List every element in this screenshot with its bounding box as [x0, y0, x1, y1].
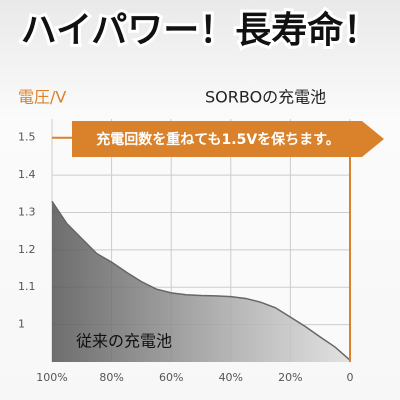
x-tick-label: 80% — [99, 371, 123, 384]
y-axis-label: 電圧/V — [18, 88, 66, 107]
arrow — [72, 121, 384, 157]
y-tick-label: 1.4 — [18, 168, 36, 181]
y-tick-label: 1.2 — [18, 243, 36, 256]
y-tick-label: 1.3 — [18, 205, 36, 218]
x-tick-label: 20% — [278, 371, 302, 384]
x-tick-label: 100% — [36, 371, 67, 384]
legend-label: SORBOの充電池 — [205, 88, 326, 107]
area — [52, 201, 350, 362]
chart-title: ハイパワー！長寿命！ — [21, 9, 380, 51]
y-tick-label: 1.1 — [18, 280, 36, 293]
y-tick-label: 1 — [18, 318, 25, 331]
legend-label: 従来の充電池 — [76, 332, 172, 351]
x-tick-label: 0 — [347, 371, 354, 384]
line — [51, 200, 351, 361]
y-tick-label: 1.5 — [18, 131, 36, 144]
x-tick-label: 40% — [219, 371, 243, 384]
x-tick-label: 60% — [159, 371, 183, 384]
annotation: 充電回数を重ねても1.5Vを保ちます。 — [96, 131, 340, 148]
